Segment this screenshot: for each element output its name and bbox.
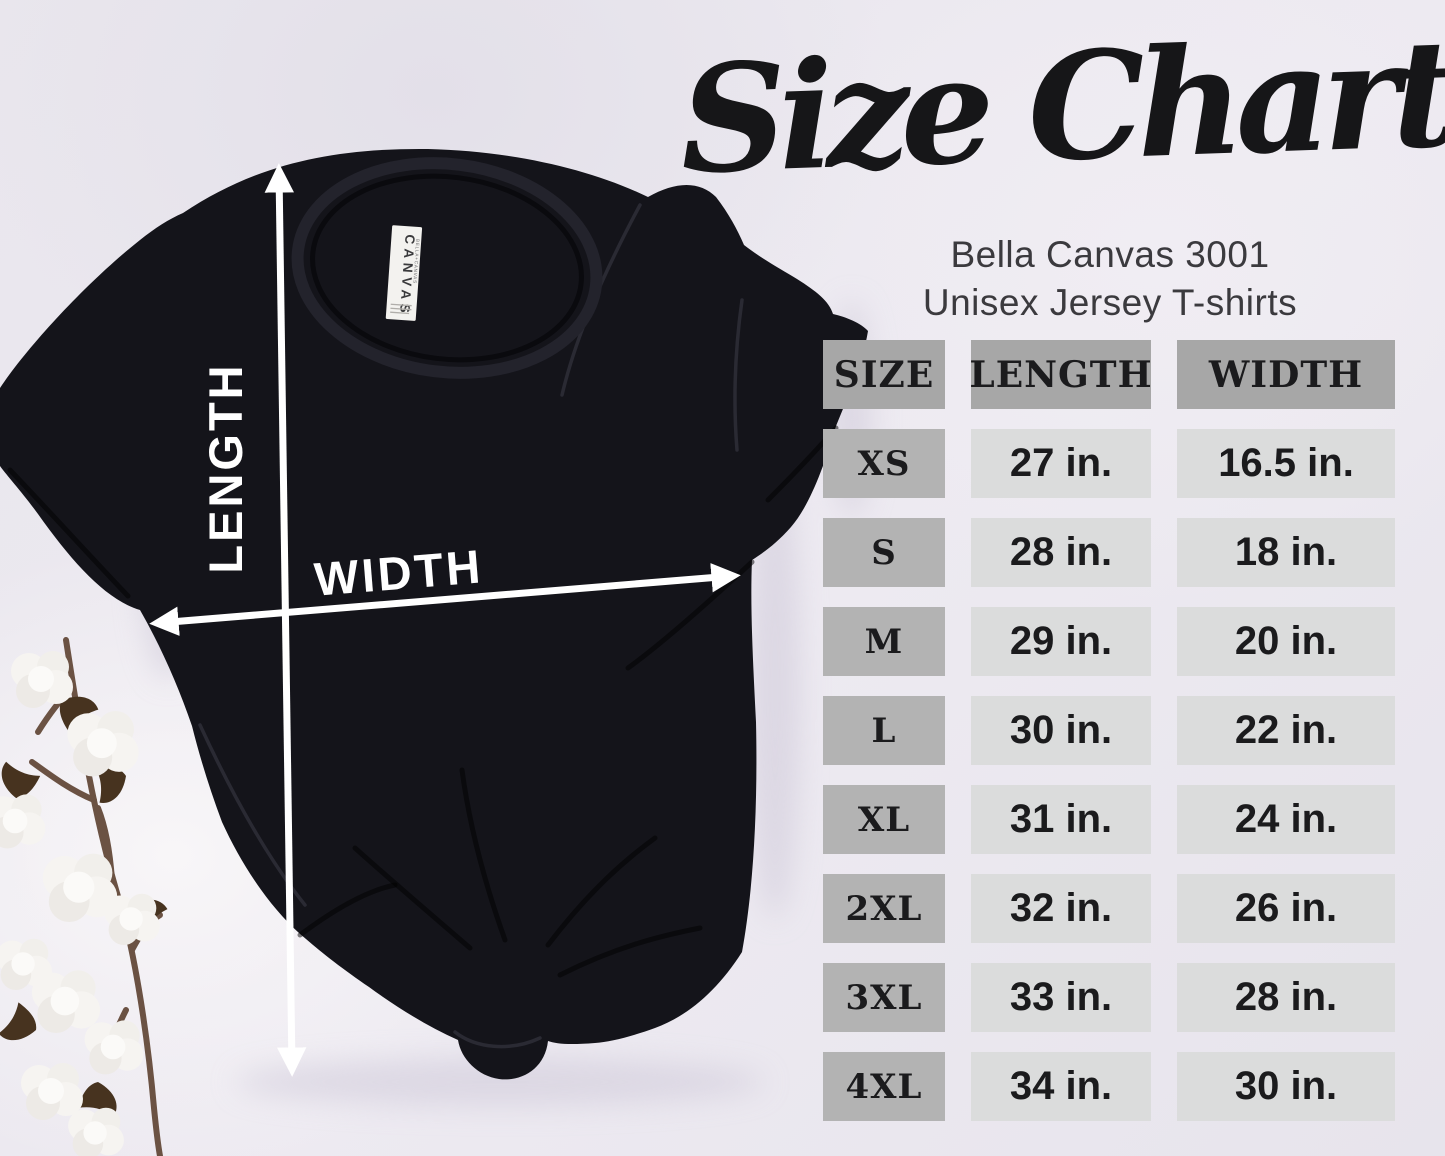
measurement-annotations: LENGTH WIDTH: [149, 163, 741, 1077]
width-cell: 18 in.: [1177, 518, 1395, 587]
cotton-branch: [0, 637, 169, 1156]
length-cell: 32 in.: [971, 874, 1151, 943]
size-cell: 3XL: [823, 963, 945, 1032]
subtitle: Bella Canvas 3001 Unisex Jersey T-shirts: [810, 231, 1410, 327]
header-cell-length: LENGTH: [969, 340, 1152, 409]
length-cell: 28 in.: [971, 518, 1151, 587]
subtitle-line-1: Bella Canvas 3001: [950, 234, 1270, 275]
length-cell: 31 in.: [971, 785, 1151, 854]
tag-brand-small-text: BELLA+CANVAS: [412, 239, 420, 284]
width-cell: 16.5 in.: [1177, 429, 1395, 498]
header-cell-size: SIZE: [823, 340, 945, 409]
tag-brand-text: CANVAS: [397, 234, 418, 318]
size-cell: 2XL: [823, 874, 945, 943]
size-cell: S: [823, 518, 945, 587]
width-cell: 24 in.: [1177, 785, 1395, 854]
length-cell: 27 in.: [971, 429, 1151, 498]
length-cell: 30 in.: [971, 696, 1151, 765]
subtitle-line-2: Unisex Jersey T-shirts: [922, 282, 1298, 323]
width-cell: 28 in.: [1177, 963, 1395, 1032]
length-label: LENGTH: [199, 362, 252, 573]
length-cell: 33 in.: [971, 963, 1151, 1032]
size-cell: 4XL: [823, 1052, 945, 1121]
size-cell: L: [823, 696, 945, 765]
length-cell: 29 in.: [971, 607, 1151, 676]
width-cell: 26 in.: [1177, 874, 1395, 943]
page-title: Size Chart: [677, 6, 1445, 207]
brand-tag: CANVAS BELLA+CANVAS: [385, 225, 423, 321]
size-cell: XL: [823, 785, 945, 854]
width-cell: 30 in.: [1177, 1052, 1395, 1121]
width-cell: 22 in.: [1177, 696, 1395, 765]
width-arrow: [149, 563, 741, 636]
header-cell-width: WIDTH: [1177, 340, 1395, 409]
length-cell: 34 in.: [971, 1052, 1151, 1121]
tag-care-lines: [390, 303, 412, 315]
size-cell: M: [823, 607, 945, 676]
width-cell: 20 in.: [1177, 607, 1395, 676]
size-chart-table: SIZE LENGTH WIDTH XS 27 in. 16.5 in. S 2…: [823, 340, 1395, 1121]
size-cell: XS: [823, 429, 945, 498]
